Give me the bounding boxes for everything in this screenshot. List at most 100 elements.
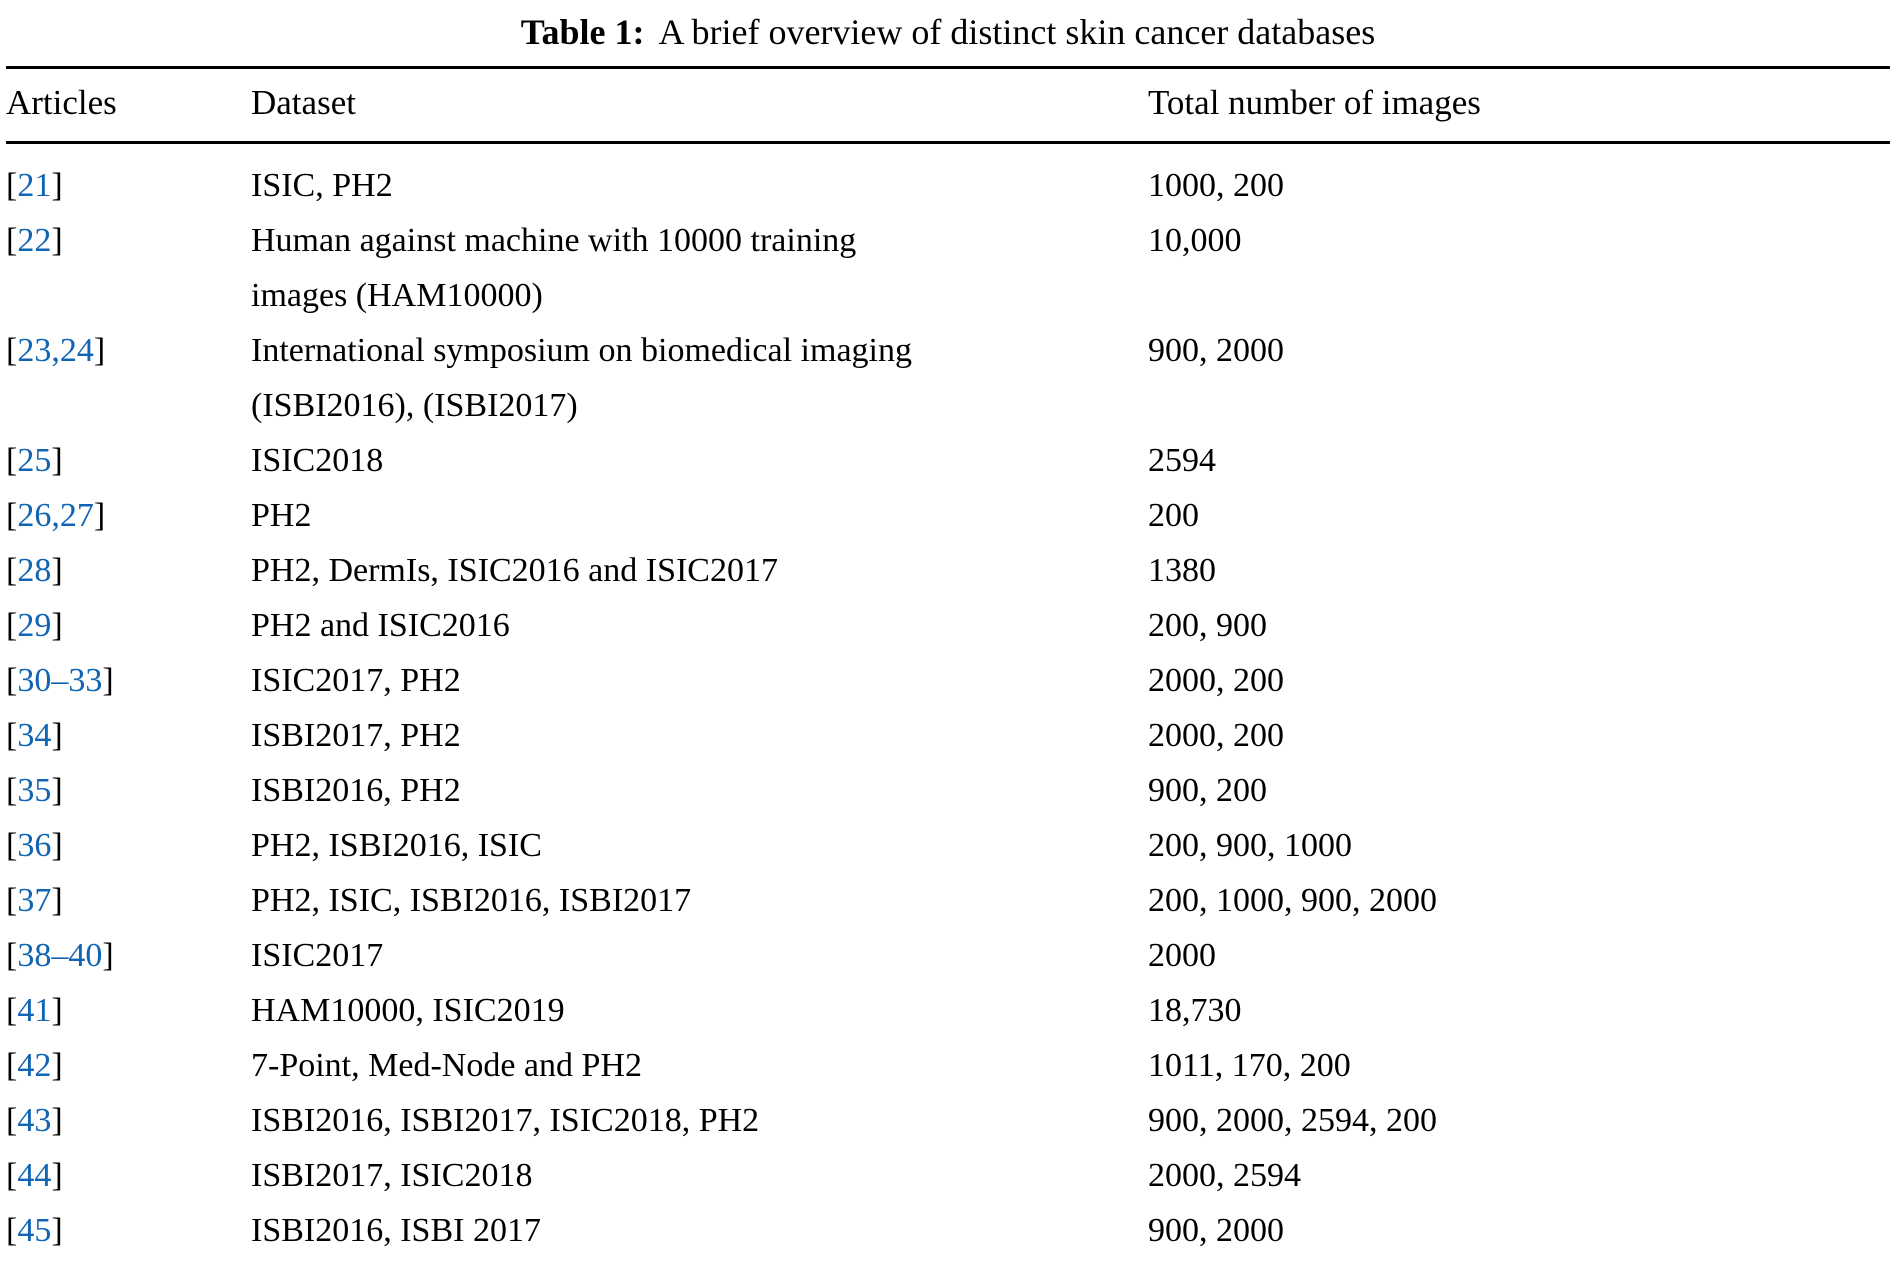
citation-bracket-close: ]	[51, 222, 63, 259]
table-row: [37] PH2, ISIC, ISBI2016, ISBI2017 200, …	[6, 873, 1890, 928]
citation-bracket-open: [	[6, 1157, 18, 1194]
table-row: [28] PH2, DermIs, ISIC2016 and ISIC2017 …	[6, 543, 1890, 598]
table-row: [30–33] ISIC2017, PH2 2000, 200	[6, 653, 1890, 708]
table-caption: Table 1: A brief overview of distinct ski…	[6, 8, 1890, 56]
citation-bracket-open: [	[6, 992, 18, 1029]
citation-link[interactable]: 35	[17, 772, 52, 809]
dataset-cell: ISIC2017, PH2	[251, 662, 461, 699]
table-caption-text: A brief overview of distinct skin cancer…	[658, 12, 1376, 52]
dataset-cell: PH2, ISBI2016, ISIC	[251, 827, 542, 864]
citation-link[interactable]: 30–33	[17, 662, 103, 699]
articles-cell: [34]	[6, 708, 251, 763]
images-cell: 200, 1000, 900, 2000	[1148, 882, 1437, 919]
dataset-cell: ISIC2018	[251, 442, 384, 479]
citation-bracket-close: ]	[102, 662, 114, 699]
images-cell: 1011, 170, 200	[1148, 1047, 1351, 1084]
citation-link[interactable]: 37	[17, 882, 52, 919]
articles-cell: [37]	[6, 873, 251, 928]
articles-cell: [44]	[6, 1148, 251, 1203]
table-row: [45] ISBI2016, ISBI 2017 900, 2000	[6, 1203, 1890, 1258]
images-cell: 900, 2000	[1148, 332, 1284, 369]
citation-bracket-open: [	[6, 772, 18, 809]
citation-link[interactable]: 41	[17, 992, 52, 1029]
table-row: [35] ISBI2016, PH2 900, 200	[6, 763, 1890, 818]
articles-cell: [38–40]	[6, 928, 251, 983]
articles-cell: [30–33]	[6, 653, 251, 708]
citation-link[interactable]: 23,24	[17, 332, 94, 369]
citation-bracket-open: [	[6, 332, 18, 369]
citation-link[interactable]: 42	[17, 1047, 52, 1084]
dataset-cell: ISBI2016, ISBI 2017	[251, 1212, 541, 1249]
citation-bracket-close: ]	[51, 1157, 63, 1194]
citation-bracket-close: ]	[51, 772, 63, 809]
citation-bracket-open: [	[6, 497, 18, 534]
citation-link[interactable]: 22	[17, 222, 52, 259]
citation-link[interactable]: 36	[17, 827, 52, 864]
images-cell: 200, 900	[1148, 607, 1267, 644]
citation-bracket-open: [	[6, 167, 18, 204]
dataset-cell: PH2 and ISIC2016	[251, 607, 510, 644]
articles-cell: [26,27]	[6, 488, 251, 543]
citation-bracket-open: [	[6, 607, 18, 644]
table-row: [25] ISIC2018 2594	[6, 433, 1890, 488]
articles-cell: [41]	[6, 983, 251, 1038]
citation-bracket-close: ]	[51, 1212, 63, 1249]
images-cell: 900, 2000, 2594, 200	[1148, 1102, 1437, 1139]
articles-cell: [35]	[6, 763, 251, 818]
citation-bracket-open: [	[6, 937, 18, 974]
images-cell: 200, 900, 1000	[1148, 827, 1352, 864]
table-row: [36] PH2, ISBI2016, ISIC 200, 900, 1000	[6, 818, 1890, 873]
citation-bracket-open: [	[6, 222, 18, 259]
citation-link[interactable]: 45	[17, 1212, 52, 1249]
dataset-cell: ISIC, PH2	[251, 167, 393, 204]
header-row: Articles Dataset Total number of images	[6, 66, 1890, 144]
citation-bracket-open: [	[6, 1047, 18, 1084]
citation-bracket-close: ]	[93, 497, 106, 534]
citation-bracket-close: ]	[51, 442, 63, 479]
articles-cell: [45]	[6, 1203, 251, 1258]
citation-link[interactable]: 29	[17, 607, 52, 644]
table-row: [23,24] International symposium on biome…	[6, 323, 1890, 433]
dataset-cell: ISBI2016, PH2	[251, 772, 461, 809]
images-cell: 2594	[1148, 442, 1216, 479]
images-cell: 200	[1148, 497, 1199, 534]
dataset-cell: 7-Point, Med-Node and PH2	[251, 1047, 642, 1084]
articles-cell: [25]	[6, 433, 251, 488]
citation-link[interactable]: 44	[17, 1157, 52, 1194]
skin-cancer-databases-table: Articles Dataset Total number of images …	[6, 66, 1890, 1258]
citation-link[interactable]: 25	[17, 442, 52, 479]
table-row: [44] ISBI2017, ISIC2018 2000, 2594	[6, 1148, 1890, 1203]
articles-cell: [36]	[6, 818, 251, 873]
citation-bracket-open: [	[6, 717, 18, 754]
dataset-cell: PH2, DermIs, ISIC2016 and ISIC2017	[251, 552, 778, 589]
dataset-cell: PH2, ISIC, ISBI2016, ISBI2017	[251, 882, 692, 919]
articles-cell: [42]	[6, 1038, 251, 1093]
citation-bracket-open: [	[6, 552, 18, 589]
table-row: [29] PH2 and ISIC2016 200, 900	[6, 598, 1890, 653]
articles-cell: [21]	[6, 143, 251, 214]
images-cell: 18,730	[1148, 992, 1242, 1029]
citation-link[interactable]: 43	[17, 1102, 52, 1139]
images-cell: 900, 2000	[1148, 1212, 1284, 1249]
table-row: [26,27] PH2 200	[6, 488, 1890, 543]
table-caption-label: Table 1:	[520, 12, 645, 52]
citation-bracket-close: ]	[51, 1047, 63, 1084]
citation-link[interactable]: 26,27	[17, 497, 94, 534]
table-row: [22] Human against machine with 10000 tr…	[6, 213, 1890, 323]
citation-bracket-close: ]	[51, 717, 63, 754]
dataset-cell: International symposium on biomedical im…	[251, 332, 912, 424]
citation-link[interactable]: 28	[17, 552, 52, 589]
citation-bracket-open: [	[6, 882, 18, 919]
table-header: Articles Dataset Total number of images	[6, 66, 1890, 144]
images-cell: 2000	[1148, 937, 1216, 974]
dataset-cell: ISBI2016, ISBI2017, ISIC2018, PH2	[251, 1102, 760, 1139]
table-row: [42] 7-Point, Med-Node and PH2 1011, 170…	[6, 1038, 1890, 1093]
citation-bracket-close: ]	[51, 992, 63, 1029]
articles-cell: [23,24]	[6, 323, 251, 433]
citation-link[interactable]: 21	[17, 167, 52, 204]
citation-bracket-close: ]	[51, 827, 63, 864]
citation-link[interactable]: 38–40	[17, 937, 103, 974]
citation-bracket-close: ]	[93, 332, 106, 369]
citation-link[interactable]: 34	[17, 717, 52, 754]
